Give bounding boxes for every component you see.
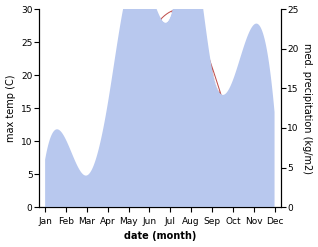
X-axis label: date (month): date (month) xyxy=(124,231,196,242)
Y-axis label: med. precipitation (kg/m2): med. precipitation (kg/m2) xyxy=(302,43,313,174)
Y-axis label: max temp (C): max temp (C) xyxy=(5,74,16,142)
